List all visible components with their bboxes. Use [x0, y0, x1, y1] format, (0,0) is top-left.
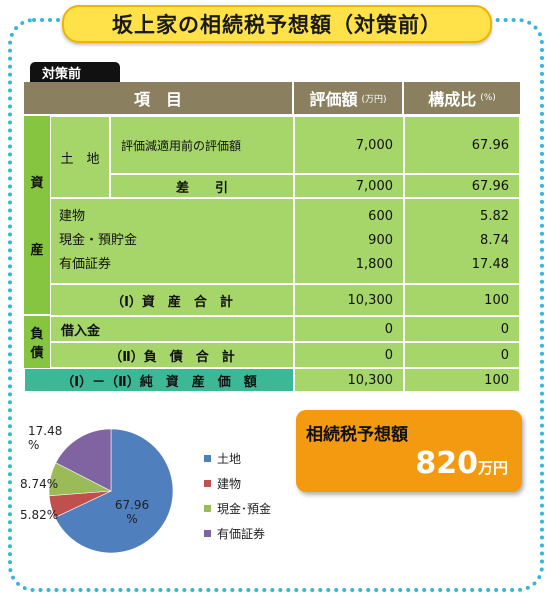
header-ratio-unit: (%)	[480, 93, 496, 103]
header-ratio: 構成比 (%)	[404, 82, 520, 114]
asset-char-2: 産	[30, 243, 44, 258]
debt-row-ratio: 0	[404, 316, 520, 342]
estimated-tax-amount: 820	[415, 446, 478, 481]
pie-label-securities: 17.48 %	[28, 424, 63, 452]
asset-char-1: 資	[30, 176, 44, 191]
legend-item-land: 土地	[204, 446, 271, 471]
land-diff-value: 7,000	[294, 174, 404, 198]
chart-legend: 土地 建物 現金･預金 有価証券	[204, 446, 271, 546]
asset-value-cash: 900	[368, 233, 393, 248]
asset-total-label: （Ⅰ）資 産 合 計	[50, 284, 294, 316]
other-assets-ratios: 5.82 8.74 17.48	[404, 198, 520, 284]
header-value-unit: (万円)	[361, 94, 387, 105]
debt-total-label: （Ⅱ）負 債 合 計	[50, 342, 294, 368]
legend-label-cash: 現金･預金	[217, 502, 272, 516]
header-value-label: 評価額	[309, 90, 358, 109]
asset-ratio-cash: 8.74	[480, 233, 509, 248]
land-pre-value: 7,000	[294, 116, 404, 174]
legend-item-cash: 現金･預金	[204, 496, 271, 521]
legend-swatch-building	[204, 480, 211, 487]
debt-side-label: 負 債	[24, 316, 50, 368]
legend-swatch-securities	[204, 530, 211, 537]
section-tab: 対策前	[30, 62, 120, 82]
asset-label-cash: 現金・預貯金	[59, 233, 138, 248]
legend-label-land: 土地	[217, 452, 242, 466]
debt-total-ratio: 0	[404, 342, 520, 368]
net-assets-value: 10,300	[294, 368, 404, 392]
estimated-tax-value: 820万円	[415, 446, 508, 481]
header-value: 評価額 (万円)	[294, 82, 404, 114]
pie-label-building: 5.82%	[20, 508, 59, 522]
land-pre-label: 評価減適用前の評価額	[110, 116, 294, 174]
debt-total-value: 0	[294, 342, 404, 368]
land-diff-label: 差 引	[110, 174, 294, 198]
asset-total-value: 10,300	[294, 284, 404, 316]
asset-ratio-securities: 17.48	[471, 257, 509, 272]
land-diff-ratio: 67.96	[404, 174, 520, 198]
estimated-tax-box: 相続税予想額 820万円	[296, 410, 522, 492]
estimated-tax-unit: 万円	[477, 459, 508, 477]
asset-side-label: 資 産	[24, 116, 50, 316]
asset-ratio-building: 5.82	[480, 209, 509, 224]
debt-row-value: 0	[294, 316, 404, 342]
asset-value-securities: 1,800	[355, 257, 393, 272]
header-ratio-label: 構成比	[428, 90, 477, 109]
other-assets-labels: 建物 現金・預貯金 有価証券	[50, 198, 294, 284]
net-assets-label: （Ⅰ）－（Ⅱ）純 資 産 価 額	[24, 368, 294, 392]
pie-slice-securities	[55, 428, 112, 492]
legend-swatch-land	[204, 455, 211, 462]
other-assets-values: 600 900 1,800	[294, 198, 404, 284]
asset-value-building: 600	[368, 209, 393, 224]
composition-pie-chart	[48, 428, 174, 554]
pie-label-cash: 8.74%	[20, 477, 59, 491]
pie-label-land: 67.96 %	[114, 498, 150, 526]
land-pre-ratio: 67.96	[404, 116, 520, 174]
legend-label-securities: 有価証券	[217, 527, 266, 541]
legend-item-building: 建物	[204, 471, 271, 496]
asset-table: 項 目 評価額 (万円) 構成比 (%) 資 産 土 地 評価減適用前の評価額 …	[24, 82, 520, 392]
pie-slice-land	[54, 428, 174, 554]
legend-label-building: 建物	[217, 477, 242, 491]
legend-item-securities: 有価証券	[204, 521, 271, 546]
legend-swatch-cash	[204, 505, 211, 512]
asset-label-building: 建物	[59, 209, 86, 224]
header-item: 項 目	[24, 82, 294, 114]
asset-total-ratio: 100	[404, 284, 520, 316]
debt-char-1: 負	[30, 327, 44, 342]
debt-char-2: 債	[30, 346, 44, 361]
asset-label-securities: 有価証券	[59, 257, 112, 272]
debt-row-label: 借入金	[50, 316, 294, 342]
land-label: 土 地	[50, 116, 110, 198]
page-title: 坂上家の相続税予想額（対策前）	[62, 5, 492, 43]
net-assets-ratio: 100	[404, 368, 520, 392]
estimated-tax-label: 相続税予想額	[306, 425, 408, 445]
